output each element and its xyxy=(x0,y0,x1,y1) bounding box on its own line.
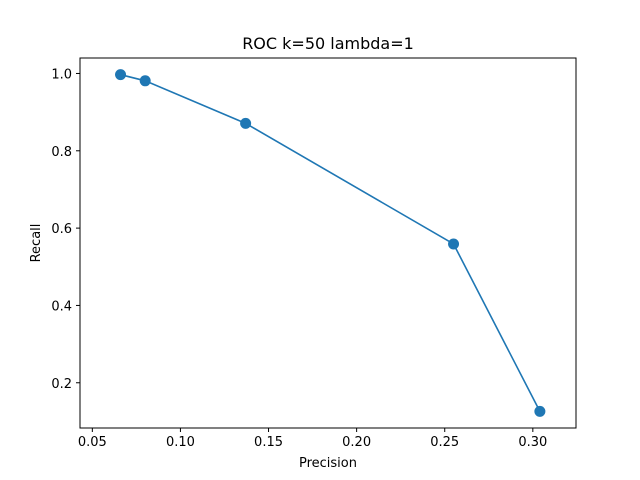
y-axis-label: Recall xyxy=(29,224,44,263)
series-line xyxy=(120,73,541,412)
x-tick-label: 0.20 xyxy=(342,435,371,450)
y-axis: 0.2 0.4 0.6 0.8 1.0 xyxy=(51,67,80,392)
x-tick-label: 0.30 xyxy=(518,435,547,450)
x-axis: 0.05 0.10 0.15 0.20 0.25 0.30 xyxy=(78,428,547,450)
chart-title: ROC k=50 lambda=1 xyxy=(242,34,414,53)
y-tick-label: 0.6 xyxy=(51,222,72,237)
x-tick-label: 0.15 xyxy=(254,435,283,450)
y-tick-label: 0.8 xyxy=(51,145,72,160)
data-point xyxy=(115,69,127,81)
data-point xyxy=(448,238,460,250)
x-tick-label: 0.25 xyxy=(430,435,459,450)
data-point xyxy=(240,117,252,129)
y-tick-label: 0.4 xyxy=(51,299,72,314)
data-point xyxy=(534,405,546,417)
x-tick-label: 0.10 xyxy=(166,435,195,450)
y-tick-label: 0.2 xyxy=(51,377,72,392)
data-point xyxy=(139,75,151,87)
plot-area-frame xyxy=(79,57,577,429)
series-layer xyxy=(115,69,546,417)
x-tick-label: 0.05 xyxy=(78,435,107,450)
x-axis-label: Precision xyxy=(299,456,357,471)
y-tick-label: 1.0 xyxy=(51,67,72,82)
